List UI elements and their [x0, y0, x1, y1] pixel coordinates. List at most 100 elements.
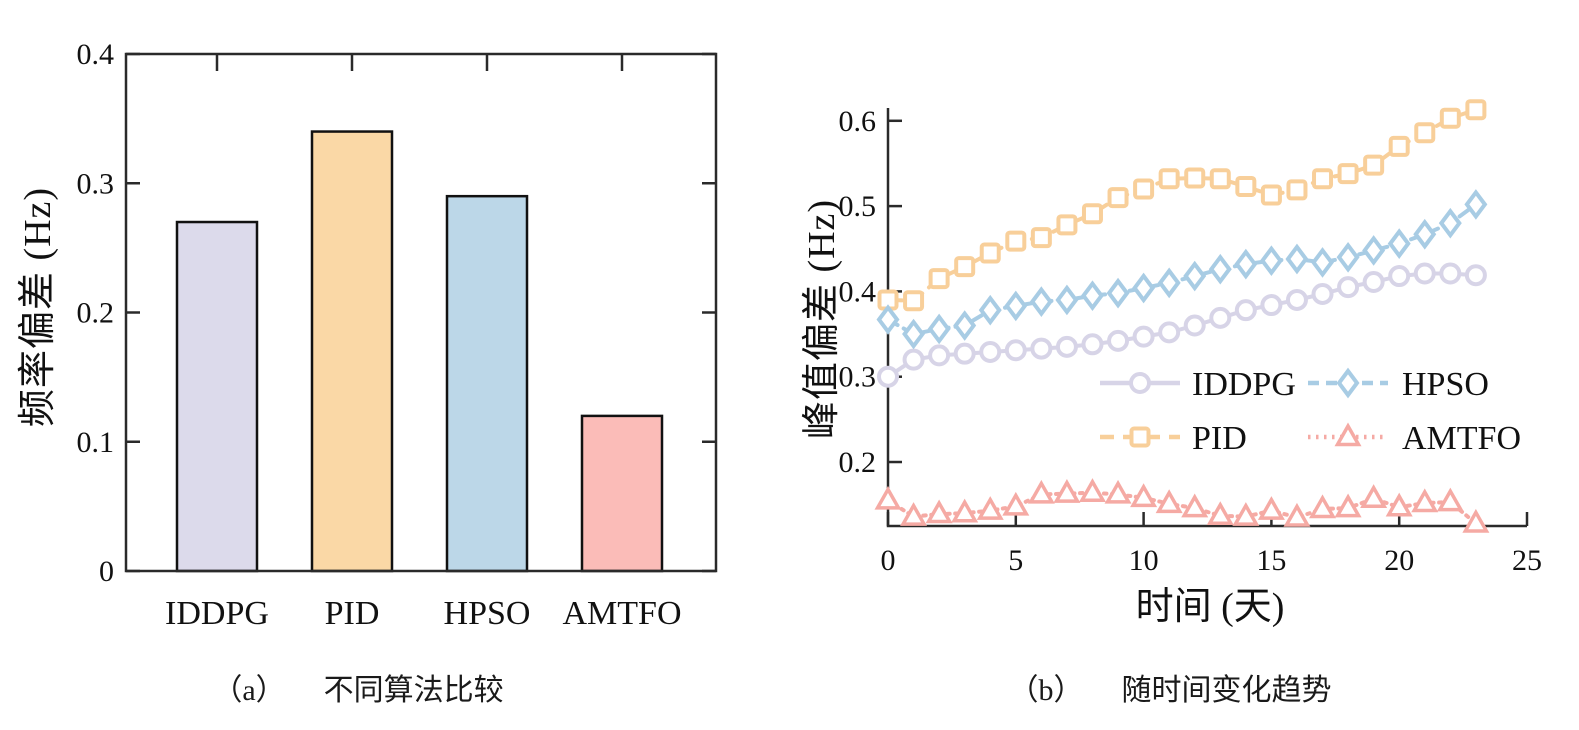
series-line-HPSO: [886, 202, 1478, 337]
marker-HPSO: [1080, 280, 1104, 312]
marker-AMTFO: [1411, 488, 1439, 513]
marker-AMTFO: [1181, 493, 1209, 518]
marker-IDDPG: [1388, 265, 1411, 288]
bar-chart-caption-prefix: （a）: [212, 674, 286, 707]
line-chart-ylabel: 峰值偏差 (Hz): [801, 198, 843, 440]
marker-PID: [979, 242, 1001, 264]
marker-IDDPG: [1285, 288, 1308, 311]
bar-chart-caption: （a） 不同算法比较: [108, 670, 608, 712]
marker-IDDPG: [1081, 333, 1104, 356]
y-tick-label: 0: [99, 555, 114, 588]
marker-PID: [1286, 179, 1308, 201]
marker-IDDPG: [877, 365, 899, 388]
marker-AMTFO: [1334, 493, 1362, 518]
marker-HPSO: [902, 318, 926, 350]
marker-AMTFO: [874, 485, 902, 510]
marker-IDDPG: [1439, 262, 1462, 285]
marker-HPSO: [1336, 241, 1360, 273]
marker-HPSO: [1029, 286, 1053, 317]
y-tick-label: 0.3: [839, 361, 877, 394]
marker-HPSO: [1413, 218, 1437, 250]
marker-IDDPG: [1030, 337, 1053, 360]
line-chart: 0.2 0.3 0.4 0.5 0.6 0 5 10 15 20 25 IDDPG HPSO PID AMT…: [839, 99, 1542, 577]
marker-HPSO: [1387, 228, 1411, 259]
marker-IDDPG: [1004, 339, 1027, 362]
marker-IDDPG: [928, 344, 951, 367]
marker-HPSO: [978, 294, 1002, 326]
marker-AMTFO: [1436, 487, 1464, 512]
marker-AMTFO: [900, 502, 928, 526]
marker-AMTFO: [925, 499, 953, 524]
marker-HPSO: [1311, 247, 1335, 278]
marker-HPSO: [1208, 253, 1232, 285]
marker-IDDPG: [1362, 271, 1385, 294]
marker-AMTFO: [1232, 502, 1260, 526]
marker-AMTFO: [1053, 479, 1081, 503]
marker-PID: [1209, 168, 1231, 190]
line-chart-caption-prefix: （b）: [1008, 674, 1084, 707]
bar-chart-ylabel: 频率偏差 (Hz): [17, 186, 59, 428]
marker-AMTFO: [951, 498, 979, 523]
bar-AMTFO: [580, 414, 664, 573]
series-line-PID: [886, 107, 1478, 303]
marker-AMTFO: [976, 496, 1004, 520]
marker-IDDPG: [979, 340, 1002, 363]
legend-marker-AMTFO: [1334, 422, 1362, 447]
marker-PID: [1107, 187, 1129, 209]
marker-PID: [1414, 122, 1436, 144]
x-tick-label: 10: [1129, 544, 1159, 577]
marker-PID: [1133, 178, 1155, 200]
bar-chart: 0 0.1 0.2 0.3 0.4 IDDPG PID HPSO AMTFO: [77, 38, 718, 632]
marker-HPSO: [1183, 260, 1207, 292]
marker-PID: [903, 290, 925, 312]
marker-HPSO: [1464, 189, 1488, 220]
marker-HPSO: [1438, 207, 1462, 239]
legend-marker-PID: [1129, 426, 1151, 448]
marker-IDDPG: [953, 342, 976, 365]
marker-PID: [1465, 99, 1487, 121]
marker-IDDPG: [1413, 262, 1436, 285]
marker-IDDPG: [1311, 282, 1334, 305]
marker-HPSO: [1004, 290, 1028, 322]
marker-HPSO: [1106, 277, 1130, 309]
x-tick-label: 0: [881, 544, 896, 577]
marker-HPSO: [1132, 272, 1156, 304]
marker-PID: [1184, 167, 1206, 189]
y-tick-label: 0.5: [839, 190, 877, 223]
marker-PID: [1337, 163, 1359, 185]
bar-HPSO: [445, 194, 529, 573]
marker-IDDPG: [1055, 335, 1078, 358]
legend-label-AMTFO: AMTFO: [1402, 420, 1521, 457]
series-line-IDDPG: [886, 271, 1478, 379]
marker-AMTFO: [1130, 483, 1158, 508]
legend-label-IDDPG: IDDPG: [1192, 366, 1296, 403]
marker-PID: [1388, 135, 1410, 157]
marker-HPSO: [1362, 235, 1386, 266]
x-tick-label: 25: [1512, 544, 1542, 577]
marker-PID: [1260, 184, 1282, 206]
x-tick-label: 5: [1008, 544, 1023, 577]
marker-AMTFO: [1257, 496, 1285, 520]
marker-PID: [1030, 227, 1052, 249]
legend-label-HPSO: HPSO: [1402, 366, 1489, 403]
marker-IDDPG: [1132, 325, 1155, 348]
axes-box: [124, 52, 718, 573]
y-tick-label: 0.1: [77, 426, 115, 459]
y-tick-label: 0.2: [839, 446, 877, 479]
bar-IDDPG: [175, 220, 259, 573]
marker-AMTFO: [1385, 492, 1413, 517]
marker-IDDPG: [1209, 306, 1232, 329]
marker-HPSO: [1055, 284, 1079, 316]
line-chart-caption: （b） 随时间变化趋势: [920, 670, 1420, 712]
marker-PID: [1312, 168, 1334, 190]
marker-AMTFO: [1309, 494, 1337, 519]
marker-HPSO: [1285, 243, 1309, 275]
x-tick-label: 20: [1384, 544, 1414, 577]
marker-AMTFO: [1283, 502, 1311, 527]
legend-marker-HPSO: [1336, 367, 1360, 399]
axes: [886, 108, 1527, 528]
marker-AMTFO: [1360, 484, 1388, 508]
bar-PID: [310, 130, 394, 573]
